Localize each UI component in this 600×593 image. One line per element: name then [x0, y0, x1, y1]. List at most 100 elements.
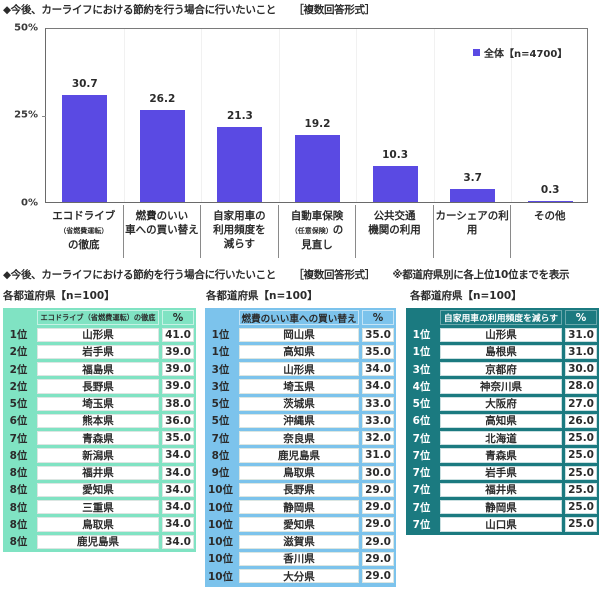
percent-cell: 30.0 — [565, 362, 597, 377]
category-line: 自家用車の — [213, 210, 266, 222]
category-label-eco-drive: エコドライブ （省燃費運転） の徹底 — [45, 205, 123, 258]
prefecture-cell: 静岡県 — [239, 500, 359, 515]
percent-cell: 29.0 — [362, 569, 394, 584]
percent-cell: 39.0 — [162, 379, 194, 394]
rank-cell: 1位 — [211, 346, 230, 359]
table-row: 1位 山形県 31.0 — [406, 326, 597, 343]
category-line: カーシェアの利用 — [435, 210, 509, 236]
legend-swatch — [473, 49, 480, 56]
table-row: 10位 香川県 29.0 — [205, 550, 394, 567]
grid-line — [278, 29, 280, 202]
rank-cell: 3位 — [412, 363, 431, 376]
value-label: 19.2 — [304, 117, 331, 130]
prefecture-cell: 岩手県 — [440, 465, 562, 480]
category-label-insurance-review: 自動車保険 （任意保険）の 見直し — [277, 205, 356, 258]
percent-cell: 41.0 — [162, 327, 194, 342]
table-row: 10位 静岡県 29.0 — [205, 499, 394, 516]
rank-cell: 7位 — [412, 467, 431, 480]
percent-cell: 32.0 — [362, 431, 394, 446]
rank-cell: 8位 — [9, 518, 28, 531]
percent-cell: 27.0 — [565, 396, 597, 411]
rank-cell: 10位 — [207, 518, 234, 531]
section-title-text: ◆今後、カーライフにおける節約を行う場合に行いたいこと — [3, 269, 276, 281]
prefecture-cell: 愛知県 — [37, 482, 159, 497]
grid-line — [356, 29, 358, 202]
category-note: （任意保険） — [290, 227, 333, 235]
table-row: 1位 島根県 31.0 — [406, 343, 597, 360]
bar-other — [527, 200, 573, 202]
percent-cell: 33.0 — [362, 396, 394, 411]
category-label-other: その他 — [510, 205, 588, 258]
percent-cell: 34.0 — [162, 500, 194, 515]
prefecture-cell: 北海道 — [440, 431, 562, 446]
header-item-cell: 燃費のいい車への買い替え — [239, 310, 359, 325]
table-row: 1位 岡山県 35.0 — [205, 326, 394, 343]
percent-cell: 25.0 — [565, 482, 597, 497]
category-line: 機関の利用 — [368, 224, 421, 236]
header-rank-cell — [205, 309, 236, 326]
rank-cell: 1位 — [9, 329, 28, 342]
prefecture-cell: 愛知県 — [239, 517, 359, 532]
prefecture-cell: 京都府 — [440, 362, 562, 377]
table-row: 8位 三重県 34.0 — [3, 499, 194, 516]
prefecture-cell: 山形県 — [37, 327, 159, 342]
ranking-table-eco-drive: エコドライブ（省燃費運転）の徹底 % 1位 山形県 41.0 2位 岩手県 39… — [3, 308, 196, 553]
prefecture-cell: 三重県 — [37, 500, 159, 515]
prefecture-cell: 岩手県 — [37, 344, 159, 359]
rank-cell: 7位 — [412, 518, 431, 531]
table-row: 9位 鳥取県 30.0 — [205, 464, 394, 481]
rank-cell: 9位 — [211, 467, 230, 480]
table-row: 2位 長野県 39.0 — [3, 378, 194, 395]
prefecture-cell: 島根県 — [440, 344, 562, 359]
category-line: 減らす — [223, 238, 256, 250]
percent-cell: 25.0 — [565, 500, 597, 515]
plot-area: 全体【n=4700】 30.7 26.2 21.3 19.2 10.3 3.7 … — [42, 28, 588, 203]
table-row: 2位 福島県 39.0 — [3, 361, 194, 378]
y-tick-50: 50% — [14, 22, 38, 34]
prefecture-cell: 鹿児島県 — [239, 448, 359, 463]
percent-cell: 30.0 — [362, 465, 394, 480]
bar-reduce-car-use — [217, 127, 263, 202]
category-label-car-sharing: カーシェアの利用 — [432, 205, 511, 258]
rank-cell: 10位 — [207, 484, 234, 497]
rank-cell: 10位 — [207, 501, 234, 514]
table-row: 5位 沖縄県 33.0 — [205, 412, 394, 429]
table-subtitle-eco-drive: 各都道府県【n=100】 — [3, 290, 115, 302]
prefecture-cell: 沖縄県 — [239, 413, 359, 428]
table-row: 7位 青森県 25.0 — [406, 447, 597, 464]
prefecture-cell: 茨城県 — [239, 396, 359, 411]
rank-cell: 2位 — [9, 363, 28, 376]
prefecture-cell: 熊本県 — [37, 413, 159, 428]
percent-cell: 25.0 — [565, 465, 597, 480]
rank-cell: 8位 — [9, 501, 28, 514]
rank-cell: 8位 — [9, 484, 28, 497]
prefecture-cell: 青森県 — [37, 431, 159, 446]
table-row: 8位 鹿児島県 34.0 — [3, 533, 194, 550]
table-row: 10位 長野県 29.0 — [205, 481, 394, 498]
grid-line — [123, 29, 125, 202]
table-row: 5位 埼玉県 38.0 — [3, 395, 194, 412]
prefecture-cell: 山形県 — [440, 327, 562, 342]
table-row: 7位 福井県 25.0 — [406, 481, 597, 498]
percent-cell: 38.0 — [162, 396, 194, 411]
prefecture-cell: 神奈川県 — [440, 379, 562, 394]
rank-cell: 3位 — [211, 363, 230, 376]
percent-cell: 39.0 — [162, 362, 194, 377]
table-row: 7位 静岡県 25.0 — [406, 499, 597, 516]
table-row: 7位 山口県 25.0 — [406, 516, 597, 533]
table-row: 10位 大分県 29.0 — [205, 568, 394, 585]
rank-cell: 8位 — [9, 536, 28, 549]
bar-public-transport — [372, 165, 418, 202]
table-row: 7位 北海道 25.0 — [406, 430, 597, 447]
percent-cell: 34.0 — [162, 517, 194, 532]
grid-line — [201, 29, 203, 202]
bar-eco-drive — [62, 94, 108, 202]
table-row: 10位 滋賀県 29.0 — [205, 533, 394, 550]
prefecture-cell: 奈良県 — [239, 431, 359, 446]
table-row: 3位 埼玉県 34.0 — [205, 378, 394, 395]
percent-cell: 35.0 — [162, 431, 194, 446]
percent-cell: 34.0 — [362, 362, 394, 377]
rank-cell: 6位 — [412, 415, 431, 428]
percent-cell: 31.0 — [362, 448, 394, 463]
rank-cell: 2位 — [9, 380, 28, 393]
